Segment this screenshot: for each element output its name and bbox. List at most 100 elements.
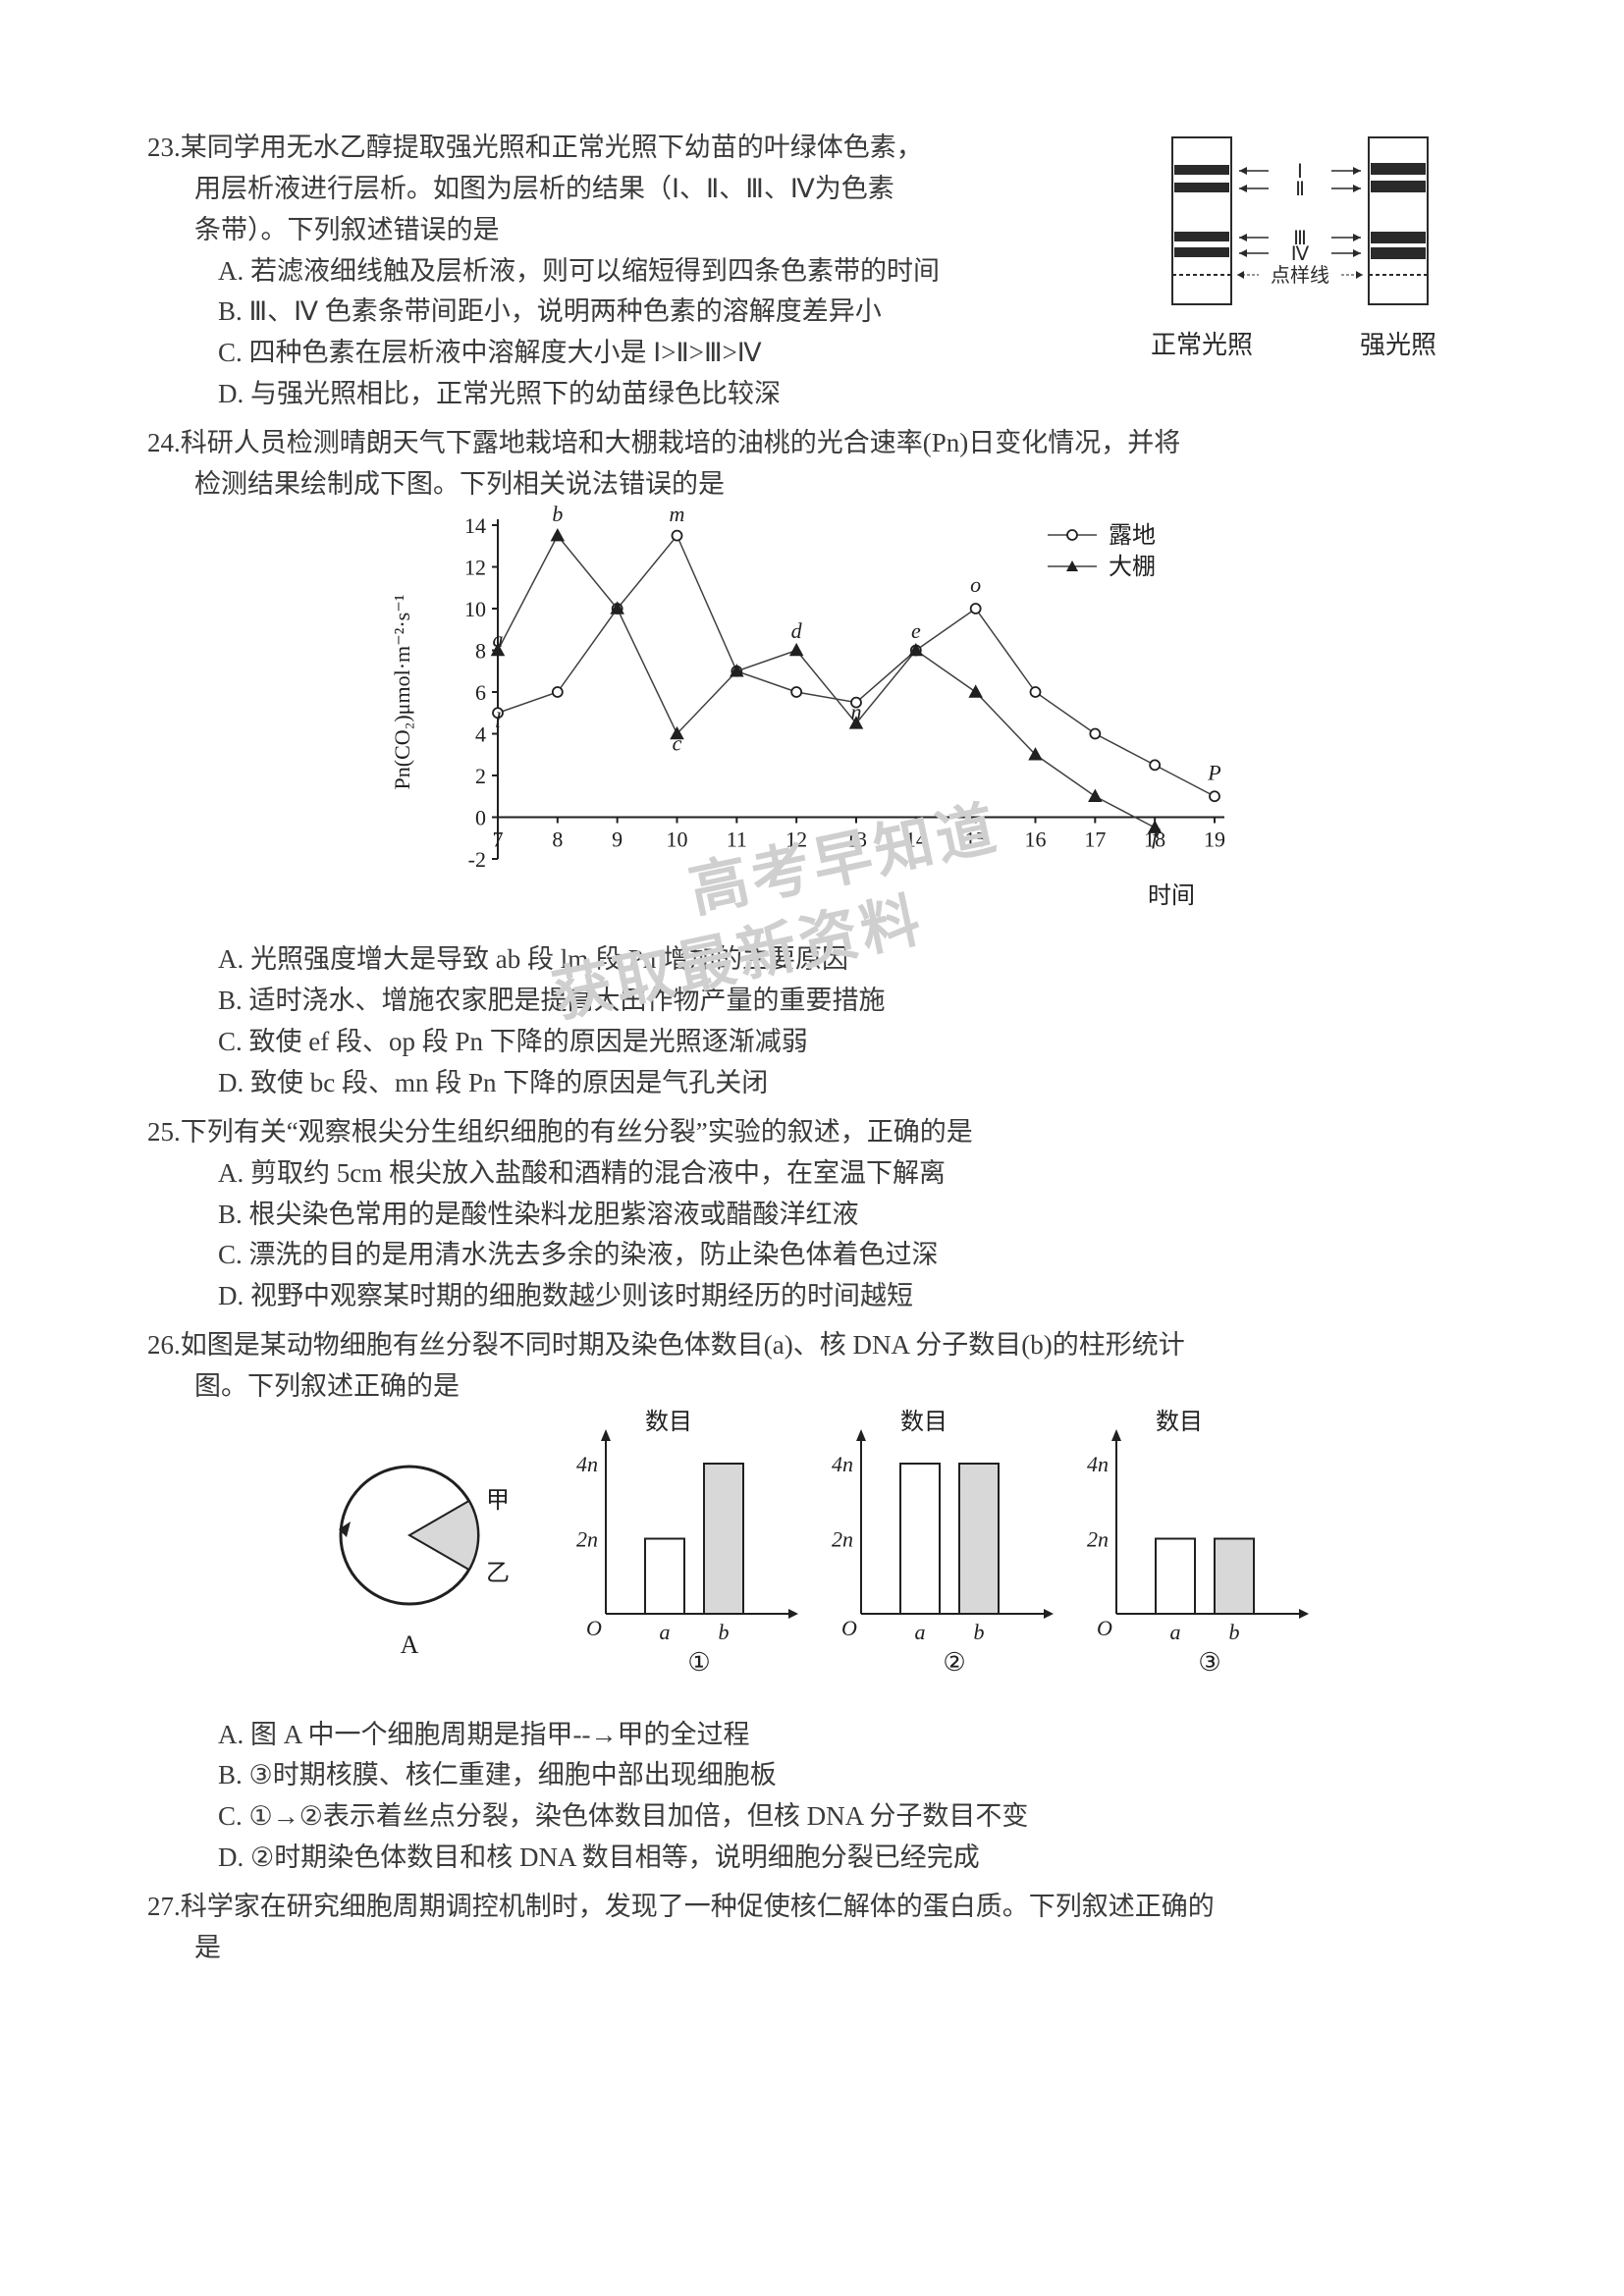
svg-text:a: a xyxy=(1170,1620,1181,1644)
exam-page: 23.某同学用无水乙醇提取强光照和正常光照下幼苗的叶绿体色素， 用层析液进行层析… xyxy=(0,0,1624,2296)
q26-stem1: 如图是某动物细胞有丝分裂不同时期及染色体数目(a)、核 DNA 分子数目(b)的… xyxy=(181,1330,1185,1360)
question-23: 23.某同学用无水乙醇提取强光照和正常光照下幼苗的叶绿体色素， 用层析液进行层析… xyxy=(147,128,1477,415)
svg-text:n: n xyxy=(851,699,862,723)
svg-text:7: 7 xyxy=(493,827,504,851)
q25-num: 25. xyxy=(147,1117,181,1147)
svg-text:点样线: 点样线 xyxy=(1271,264,1329,287)
q23-num: 23. xyxy=(147,133,181,162)
q24-stem2: 检测结果绘制成下图。下列相关说法错误的是 xyxy=(147,464,1477,506)
svg-text:13: 13 xyxy=(845,827,867,851)
svg-text:4n: 4n xyxy=(832,1452,853,1476)
svg-text:数目: 数目 xyxy=(900,1409,947,1435)
q23-opt-d: D. 与强光照相比，正常光照下的幼苗绿色比较深 xyxy=(147,374,1123,415)
q23-text: 23.某同学用无水乙醇提取强光照和正常光照下幼苗的叶绿体色素， 用层析液进行层析… xyxy=(147,128,1123,415)
q25-opt-c: C. 漂洗的目的是用清水洗去多余的染液，防止染色体着色过深 xyxy=(147,1235,1477,1276)
svg-text:4n: 4n xyxy=(576,1452,598,1476)
question-24: 24.科研人员检测晴朗天气下露地栽培和大棚栽培的油桃的光合速率(Pn)日变化情况… xyxy=(147,423,1477,1104)
question-25: 25.下列有关“观察根尖分生组织细胞的有丝分裂”实验的叙述，正确的是 A. 剪取… xyxy=(147,1112,1477,1317)
q26-opt-d: D. ②时期染色体数目和核 DNA 数目相等，说明细胞分裂已经完成 xyxy=(147,1838,1477,1879)
q24-stem1: 科研人员检测晴朗天气下露地栽培和大棚栽培的油桃的光合速率(Pn)日变化情况，并将 xyxy=(181,428,1181,457)
svg-text:a: a xyxy=(915,1620,926,1644)
svg-text:b: b xyxy=(974,1620,985,1644)
svg-text:正常光照: 正常光照 xyxy=(1151,331,1253,359)
q25-stem: 下列有关“观察根尖分生组织细胞的有丝分裂”实验的叙述，正确的是 xyxy=(181,1117,973,1147)
question-27: 27.科学家在研究细胞周期调控机制时，发现了一种促使核仁解体的蛋白质。下列叙述正… xyxy=(147,1887,1477,1969)
svg-text:e: e xyxy=(911,617,921,642)
q25-opt-d: D. 视野中观察某时期的细胞数越少则该时期经历的时间越短 xyxy=(147,1276,1477,1317)
svg-text:2n: 2n xyxy=(832,1526,853,1551)
svg-text:露地: 露地 xyxy=(1109,522,1156,549)
svg-text:4: 4 xyxy=(475,721,486,746)
svg-text:16: 16 xyxy=(1025,827,1047,851)
svg-text:m: m xyxy=(670,506,685,526)
svg-text:-2: -2 xyxy=(468,847,486,872)
svg-text:o: o xyxy=(970,572,981,597)
svg-text:O: O xyxy=(841,1616,857,1640)
svg-text:9: 9 xyxy=(612,827,623,851)
q27-stem2: 是 xyxy=(147,1928,1477,1969)
photosynthesis-chart: -20246810121478910111213141516171819Pn(C… xyxy=(370,506,1254,928)
svg-text:14: 14 xyxy=(464,513,486,538)
svg-text:8: 8 xyxy=(475,638,486,663)
svg-text:甲: 甲 xyxy=(486,1488,510,1514)
q25-opt-b: B. 根尖染色常用的是酸性染料龙胆紫溶液或醋酸洋红液 xyxy=(147,1195,1477,1236)
q27-stem1: 科学家在研究细胞周期调控机制时，发现了一种促使核仁解体的蛋白质。下列叙述正确的 xyxy=(181,1892,1215,1921)
svg-text:c: c xyxy=(673,730,682,755)
q24-opt-b: B. 适时浇水、增施农家肥是提高大田作物产量的重要措施 xyxy=(147,981,1477,1022)
svg-text:11: 11 xyxy=(727,827,747,851)
svg-text:19: 19 xyxy=(1204,827,1225,851)
svg-text:a: a xyxy=(493,626,504,651)
svg-text:17: 17 xyxy=(1084,827,1106,851)
q26-stem2: 图。下列叙述正确的是 xyxy=(147,1366,1477,1408)
svg-text:b: b xyxy=(719,1620,730,1644)
q23-opt-b: B. Ⅲ、Ⅳ 色素条带间距小，说明两种色素的溶解度差异小 xyxy=(147,292,1123,333)
svg-text:Ⅱ: Ⅱ xyxy=(1295,179,1305,200)
svg-text:①: ① xyxy=(687,1648,710,1677)
q23-figure: ⅠⅡⅢⅣ点样线正常光照强光照 xyxy=(1143,128,1477,415)
q23-opt-a: A. 若滤液细线触及层析液，则可以缩短得到四条色素带的时间 xyxy=(147,251,1123,293)
svg-text:②: ② xyxy=(943,1648,965,1677)
svg-text:Pn(CO₂)μmol·m⁻²·s⁻¹: Pn(CO₂)μmol·m⁻²·s⁻¹ xyxy=(390,594,414,789)
q25-opt-a: A. 剪取约 5cm 根尖放入盐酸和酒精的混合液中，在室温下解离 xyxy=(147,1153,1477,1195)
svg-text:l: l xyxy=(495,708,501,732)
q23-opt-c: C. 四种色素在层析液中溶解度大小是 Ⅰ>Ⅱ>Ⅲ>Ⅳ xyxy=(147,333,1123,374)
q23-stem1: 某同学用无水乙醇提取强光照和正常光照下幼苗的叶绿体色素， xyxy=(181,133,923,162)
q26-opt-c: C. ①→②表示着丝点分裂，染色体数目加倍，但核 DNA 分子数目不变 xyxy=(147,1796,1477,1838)
svg-text:10: 10 xyxy=(667,827,688,851)
q24-opt-a: A. 光照强度增大是导致 ab 段 lm 段 Pn 增加的主要原因 xyxy=(147,939,1477,981)
svg-text:0: 0 xyxy=(475,805,486,829)
svg-text:③: ③ xyxy=(1198,1648,1220,1677)
svg-text:数目: 数目 xyxy=(645,1409,692,1435)
svg-text:6: 6 xyxy=(475,680,486,705)
mitosis-bar-charts: 甲乙A数目2n4nOab①数目2n4nOab②数目2n4nOab③ xyxy=(272,1408,1352,1702)
svg-text:2n: 2n xyxy=(576,1526,598,1551)
q26-num: 26. xyxy=(147,1330,181,1360)
question-26: 26.如图是某动物细胞有丝分裂不同时期及染色体数目(a)、核 DNA 分子数目(… xyxy=(147,1325,1477,1879)
svg-text:15: 15 xyxy=(965,827,987,851)
q26-opt-b: B. ③时期核膜、核仁重建，细胞中部出现细胞板 xyxy=(147,1755,1477,1796)
svg-text:d: d xyxy=(791,617,803,642)
svg-text:时间: 时间 xyxy=(1148,882,1195,909)
svg-text:a: a xyxy=(660,1620,671,1644)
q23-stem2: 用层析液进行层析。如图为层析的结果（Ⅰ、Ⅱ、Ⅲ、Ⅳ为色素 xyxy=(147,169,1123,210)
svg-text:乙: 乙 xyxy=(486,1561,510,1586)
q23-stem3: 条带）。下列叙述错误的是 xyxy=(147,210,1123,251)
q26-opt-a: A. 图 A 中一个细胞周期是指甲--→甲的全过程 xyxy=(147,1715,1477,1756)
q24-num: 24. xyxy=(147,428,181,457)
svg-text:P: P xyxy=(1207,760,1220,784)
q27-num: 27. xyxy=(147,1892,181,1921)
svg-text:10: 10 xyxy=(464,597,486,621)
svg-text:O: O xyxy=(586,1616,602,1640)
svg-text:12: 12 xyxy=(464,555,486,579)
q24-opt-d: D. 致使 bc 段、mn 段 Pn 下降的原因是气孔关闭 xyxy=(147,1063,1477,1104)
svg-text:数目: 数目 xyxy=(1156,1409,1203,1435)
svg-text:b: b xyxy=(1229,1620,1240,1644)
svg-text:12: 12 xyxy=(785,827,807,851)
svg-text:2n: 2n xyxy=(1087,1526,1109,1551)
svg-text:14: 14 xyxy=(905,827,927,851)
chromatography-diagram: ⅠⅡⅢⅣ点样线正常光照强光照 xyxy=(1143,128,1477,383)
svg-text:b: b xyxy=(552,506,563,526)
svg-text:A: A xyxy=(401,1630,419,1659)
svg-text:2: 2 xyxy=(475,764,486,788)
svg-text:4n: 4n xyxy=(1087,1452,1109,1476)
